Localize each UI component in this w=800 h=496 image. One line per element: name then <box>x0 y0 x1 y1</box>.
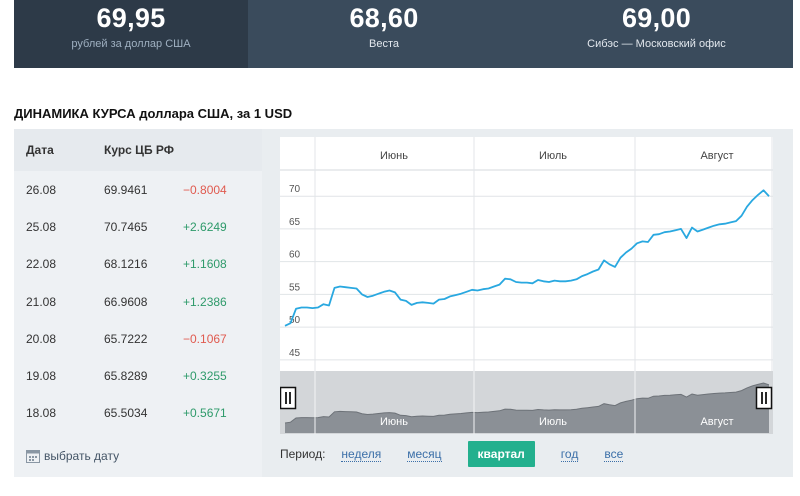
row-date: 26.08 <box>26 182 57 197</box>
row-rate: 70.7465 <box>104 219 148 234</box>
y-tick-label: 45 <box>289 348 301 359</box>
y-tick-label: 70 <box>289 184 301 195</box>
period-label: Период: <box>280 447 326 461</box>
table-row: 20.08 65.7222 −0.1067 <box>14 320 262 357</box>
pick-date-link[interactable]: выбрать дату <box>26 449 119 463</box>
rate-chart[interactable]: Июнь Июль Август 45 50 55 60 65 70 Июнь Июль Август <box>279 137 773 434</box>
row-rate: 68.1216 <box>104 257 148 272</box>
calendar-icon <box>26 449 40 463</box>
row-date: 25.08 <box>26 219 57 234</box>
navigator-line <box>284 382 770 424</box>
chart-panel: Июнь Июль Август 45 50 55 60 65 70 Июнь Июль Август… <box>262 129 793 477</box>
navigator-handle-left[interactable] <box>279 386 297 410</box>
row-change: +0.3255 <box>183 369 227 384</box>
row-change: −0.1067 <box>183 331 227 346</box>
row-change: −0.8004 <box>183 182 227 197</box>
rate-value: 69,00 <box>621 3 692 33</box>
series-line <box>284 189 770 327</box>
rate-card-vesta: 68,60 Веста <box>248 0 520 68</box>
navigator-area <box>285 383 769 433</box>
table-row: 19.08 65.8289 +0.3255 <box>14 357 262 394</box>
navigator-month-label: Июль <box>539 416 567 428</box>
table-header: Дата Курс ЦБ РФ <box>14 129 262 171</box>
rates-header: 69,95 рублей за доллар США 68,60 Веста 6… <box>14 0 793 68</box>
row-rate: 69.9461 <box>104 182 148 197</box>
row-change: +1.2386 <box>183 294 227 309</box>
period-week[interactable]: неделя <box>341 446 382 462</box>
y-tick-label: 60 <box>289 250 301 261</box>
column-header-rate: Курс ЦБ РФ <box>104 143 174 157</box>
table-row: 22.08 68.1216 +1.1608 <box>14 246 262 283</box>
rate-label: Сибэс — Московский офис <box>587 38 726 50</box>
period-selector: Период: неделя месяц квартал год все <box>280 441 649 467</box>
y-tick-label: 65 <box>289 217 301 228</box>
pick-date-label: выбрать дату <box>44 449 120 463</box>
navigator-handle-right[interactable] <box>755 386 773 410</box>
month-label: Июнь <box>380 150 408 162</box>
row-date: 20.08 <box>26 331 57 346</box>
row-rate: 65.8289 <box>104 369 148 384</box>
row-rate: 65.5034 <box>104 406 148 421</box>
section-title: ДИНАМИКА КУРСА доллара США, за 1 USD <box>14 106 293 121</box>
rate-label: рублей за доллар США <box>71 38 191 50</box>
y-tick-label: 50 <box>289 315 301 326</box>
month-label: Июль <box>539 150 567 162</box>
rate-label: Веста <box>369 38 399 50</box>
rate-card-cb: 69,95 рублей за доллар США <box>14 0 248 68</box>
table-row: 26.08 69.9461 −0.8004 <box>14 171 262 208</box>
rate-value: 68,60 <box>349 3 419 33</box>
row-date: 22.08 <box>26 257 57 272</box>
navigator-month-label: Август <box>700 416 733 428</box>
rate-card-sibes: 69,00 Сибэс — Московский офис <box>520 0 793 68</box>
month-header <box>280 137 773 170</box>
navigator-month-label: Июнь <box>380 416 408 428</box>
rate-value: 69,95 <box>96 3 166 33</box>
row-change: +1.1608 <box>183 257 227 272</box>
rates-table: Дата Курс ЦБ РФ 26.08 69.9461 −0.8004 25… <box>14 129 262 477</box>
row-change: +2.6249 <box>183 219 227 234</box>
period-year[interactable]: год <box>560 446 579 462</box>
row-date: 21.08 <box>26 294 57 309</box>
row-rate: 65.7222 <box>104 331 148 346</box>
row-date: 18.08 <box>26 406 57 421</box>
period-quarter[interactable]: квартал <box>467 441 535 467</box>
period-month[interactable]: месяц <box>407 446 442 462</box>
period-all[interactable]: все <box>604 446 624 462</box>
y-tick-label: 55 <box>289 282 301 293</box>
chart-area: Июнь Июль Август 45 50 55 60 65 70 Июнь Июль Август <box>279 137 773 434</box>
table-row: 21.08 66.9608 +1.2386 <box>14 283 262 320</box>
month-label: Август <box>700 150 733 162</box>
column-header-date: Дата <box>26 143 54 157</box>
table-row: 18.08 65.5034 +0.5671 <box>14 395 262 432</box>
row-change: +0.5671 <box>183 406 227 421</box>
row-rate: 66.9608 <box>104 294 148 309</box>
table-row: 25.08 70.7465 +2.6249 <box>14 208 262 245</box>
row-date: 19.08 <box>26 369 57 384</box>
